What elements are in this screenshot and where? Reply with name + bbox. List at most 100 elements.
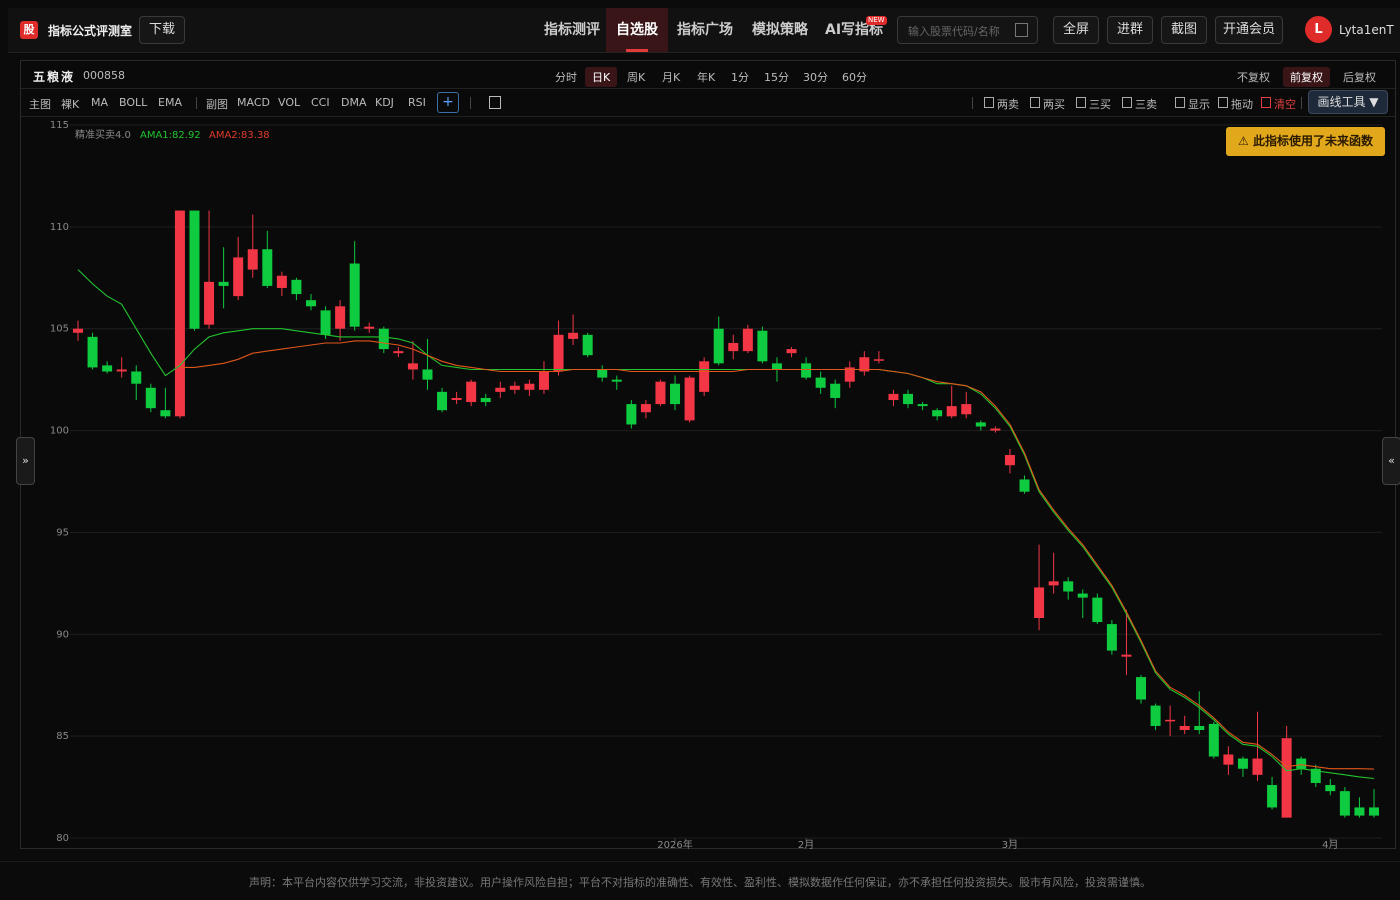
candle-body	[990, 428, 1001, 431]
side-toggle[interactable]: «	[1382, 437, 1400, 485]
signal-toggle[interactable]: 三买	[1089, 98, 1111, 111]
search-placeholder: 输入股票代码/名称	[908, 25, 1000, 38]
sub-indicator[interactable]: KDJ	[375, 96, 394, 109]
candle-body	[873, 359, 884, 361]
candle-body	[495, 387, 506, 392]
candle-body	[742, 328, 753, 352]
period-tab[interactable]: 年K	[697, 71, 716, 84]
period-tab[interactable]: 30分	[803, 71, 828, 84]
candle-body	[422, 369, 433, 380]
x-tick-label: 4月	[1322, 839, 1338, 851]
download-button[interactable]: 下载	[139, 16, 185, 44]
main-indicator[interactable]: BOLL	[119, 96, 148, 109]
signal-box[interactable]	[1076, 97, 1086, 108]
candle-body	[291, 279, 302, 295]
candle-body	[859, 357, 870, 372]
avatar[interactable]: L	[1305, 16, 1332, 43]
candle-body	[1237, 758, 1248, 769]
signal-box[interactable]	[1122, 97, 1132, 108]
signal-toggle[interactable]: 两买	[1043, 98, 1065, 111]
candle-body	[655, 381, 666, 405]
period-tab[interactable]: 周K	[627, 71, 646, 84]
signal-toggle[interactable]: 显示	[1188, 98, 1210, 111]
period-tab[interactable]: 分时	[555, 71, 577, 84]
warning-button[interactable]: ⚠ 此指标使用了未来函数	[1226, 127, 1385, 156]
header-button[interactable]: 开通会员	[1215, 16, 1283, 44]
signal-toggle[interactable]: 两卖	[997, 98, 1019, 111]
search-input[interactable]: 输入股票代码/名称	[897, 16, 1038, 44]
candle-body	[1194, 725, 1205, 731]
header-button[interactable]: 截图	[1161, 16, 1207, 44]
username[interactable]: Lyta1enT	[1339, 23, 1394, 37]
sub-indicator[interactable]: MACD	[237, 96, 270, 109]
sub-indicator[interactable]: DMA	[341, 96, 367, 109]
sub-indicator[interactable]: CCI	[311, 96, 330, 109]
candle-body	[699, 361, 710, 392]
period-tab[interactable]: 60分	[842, 71, 867, 84]
signal-toggle[interactable]: 三卖	[1135, 98, 1157, 111]
adjust-tab[interactable]: 前复权	[1283, 67, 1330, 87]
main-indicator[interactable]: MA	[91, 96, 109, 109]
candle-body	[932, 410, 943, 417]
candle-body	[145, 387, 156, 409]
candle-body	[1077, 593, 1088, 598]
header-button[interactable]: 进群	[1107, 16, 1153, 44]
candle-body	[568, 332, 579, 339]
candle-body	[335, 306, 346, 329]
search-clear[interactable]	[1015, 23, 1028, 37]
signal-box[interactable]	[1175, 97, 1185, 108]
candle-body	[844, 367, 855, 382]
candle-body	[728, 342, 739, 352]
signal-toggle[interactable]: 拖动	[1231, 98, 1253, 111]
add-button[interactable]: +	[437, 92, 459, 113]
nav-item[interactable]: 模拟策略	[752, 22, 808, 38]
side-toggle[interactable]: »	[16, 437, 35, 485]
period-tab[interactable]: 1分	[731, 71, 749, 84]
candle-body	[538, 371, 549, 390]
candle-body	[1296, 758, 1307, 769]
period-tab[interactable]: 月K	[662, 71, 681, 84]
signal-toggle[interactable]: 清空	[1274, 98, 1296, 111]
candle-body	[611, 379, 622, 382]
nav-item[interactable]: 自选股	[606, 8, 668, 52]
header-button[interactable]: 全屏	[1053, 16, 1099, 44]
nav-item[interactable]: AI写指标	[825, 22, 884, 38]
signal-box[interactable]	[1218, 97, 1228, 108]
checkbox-icon[interactable]	[489, 96, 501, 109]
legend-entry: AMA1:82.92	[140, 130, 201, 141]
signal-box[interactable]	[984, 97, 994, 108]
nav-item[interactable]: 指标广场	[677, 22, 733, 38]
main-indicator[interactable]: EMA	[158, 96, 182, 109]
y-tick-label: 90	[56, 629, 69, 640]
candle-body	[903, 393, 914, 405]
signal-box[interactable]	[1030, 97, 1040, 108]
sub-indicator[interactable]: RSI	[408, 96, 426, 109]
candle-body	[1136, 677, 1147, 700]
candle-body	[771, 363, 782, 370]
candle-body	[830, 383, 841, 398]
sep	[1301, 97, 1302, 109]
candle-body	[174, 210, 185, 417]
period-tab[interactable]: 15分	[764, 71, 789, 84]
adjust-tab[interactable]: 不复权	[1237, 71, 1270, 84]
sep	[196, 97, 197, 109]
period-tab[interactable]: 日K	[585, 67, 618, 87]
logo: 股	[20, 21, 38, 39]
x-tick-label: 3月	[1002, 839, 1018, 851]
candle-body	[670, 383, 681, 405]
candle-body	[1369, 807, 1379, 816]
candle-body	[1092, 597, 1103, 623]
candle-body	[961, 404, 972, 415]
main-indicator[interactable]: 裸K	[61, 98, 80, 111]
y-tick-label: 85	[56, 731, 69, 742]
nav-item[interactable]: 指标测评	[544, 22, 600, 38]
draw-tool-button[interactable]: 画线工具 ▼	[1308, 90, 1388, 114]
candle-body	[597, 369, 608, 378]
legend-entry: AMA2:83.38	[209, 130, 270, 141]
signal-box[interactable]	[1261, 97, 1271, 108]
sub-indicator[interactable]: VOL	[278, 96, 301, 109]
candle-body	[582, 334, 593, 356]
adjust-tab[interactable]: 后复权	[1343, 71, 1376, 84]
site-title: 指标公式评测室	[48, 24, 133, 38]
